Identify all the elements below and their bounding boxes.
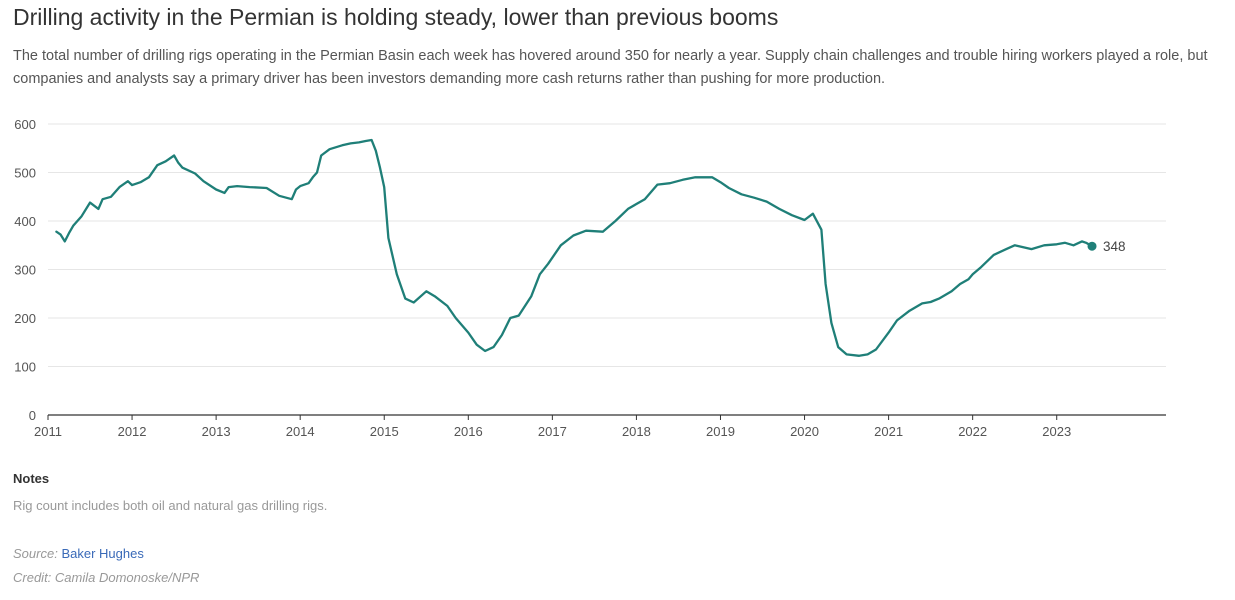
x-tick-label-2015: 2015 (370, 424, 399, 439)
x-tick-label-2016: 2016 (454, 424, 483, 439)
source-label: Source: (13, 546, 58, 561)
credit-line: Credit: Camila Domonoske/NPR (13, 570, 200, 585)
x-tick-label-2018: 2018 (622, 424, 651, 439)
end-point-marker (1087, 241, 1097, 251)
y-tick-label-500: 500 (14, 166, 36, 181)
notes-text: Rig count includes both oil and natural … (13, 498, 328, 513)
source-link-baker-hughes[interactable]: Baker Hughes (61, 546, 144, 561)
x-tick-label-2017: 2017 (538, 424, 567, 439)
series-line-0 (55, 138, 1094, 357)
y-axis: 0 100 200 300 400 500 600 (14, 117, 36, 423)
y-tick-label-400: 400 (14, 214, 36, 229)
y-tick-label-300: 300 (14, 263, 36, 278)
gridlines (48, 123, 1166, 367)
x-tick-label-2011: 2011 (34, 424, 62, 439)
x-tick-label-2013: 2013 (202, 424, 231, 439)
x-tick-label-2019: 2019 (706, 424, 735, 439)
x-tick-label-2020: 2020 (790, 424, 819, 439)
y-tick-label-600: 600 (14, 117, 36, 132)
rig-count-line-chart: 0 100 200 300 400 500 600 2011 2012 2013 2014 2015… (14, 117, 1166, 439)
y-tick-label-0: 0 (29, 408, 36, 423)
chart-title: Drilling activity in the Permian is hold… (13, 4, 779, 30)
y-tick-label-200: 200 (14, 311, 36, 326)
x-axis: 2011 2012 2013 2014 2015 2016 2017 2018 2019 2020… (34, 414, 1166, 439)
end-value-label: 348 (1103, 239, 1126, 254)
y-tick-label-100: 100 (14, 360, 36, 375)
series-lines: 348 (55, 138, 1126, 357)
notes-heading: Notes (13, 471, 50, 486)
source-line: Source: Baker Hughes (13, 546, 144, 561)
x-tick-label-2023: 2023 (1042, 424, 1071, 439)
chart-subtitle: The total number of drilling rigs operat… (13, 48, 1208, 87)
x-tick-label-2014: 2014 (286, 424, 315, 439)
x-tick-label-2021: 2021 (874, 424, 903, 439)
x-tick-label-2012: 2012 (118, 424, 147, 439)
x-tick-label-2022: 2022 (958, 424, 987, 439)
